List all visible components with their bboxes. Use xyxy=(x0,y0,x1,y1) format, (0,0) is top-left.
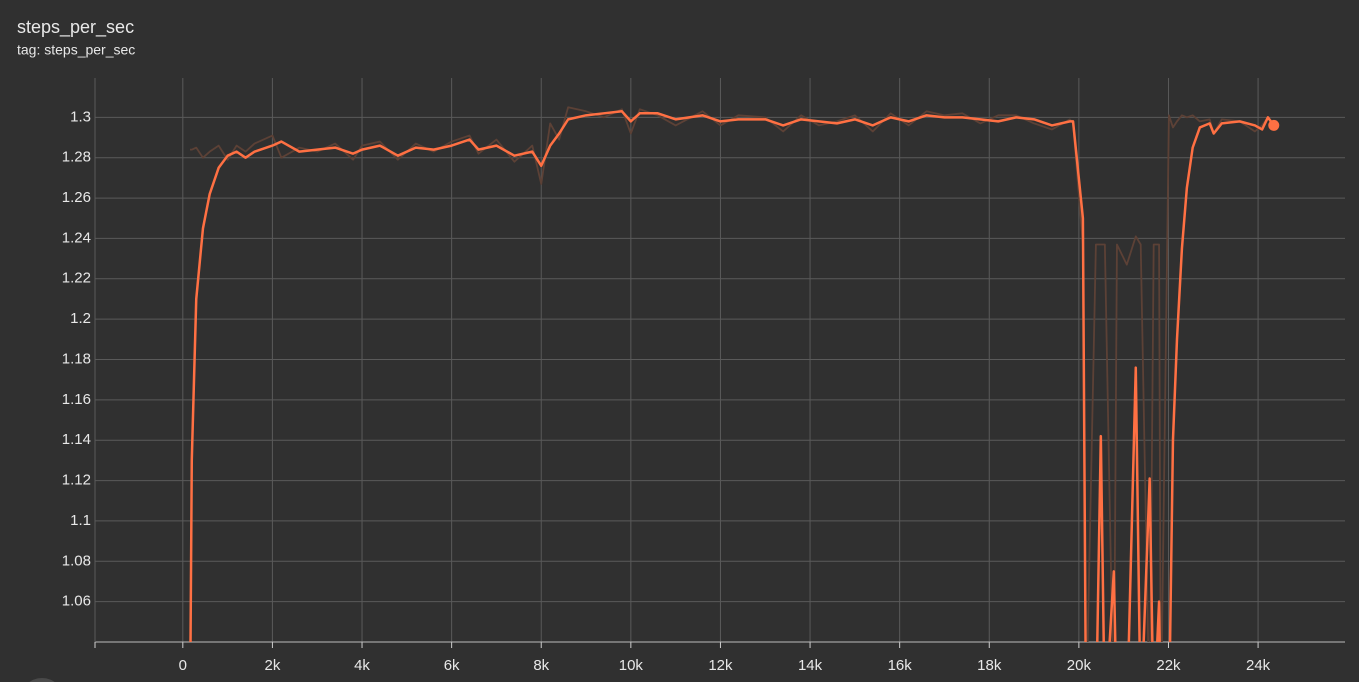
y-tick-label: 1.26 xyxy=(62,189,91,206)
series-line xyxy=(189,110,1275,642)
x-tick-label: 2k xyxy=(264,657,280,674)
y-tick-label: 1.08 xyxy=(62,552,91,569)
y-tick-label: 1.3 xyxy=(70,108,91,125)
x-tick-label: 10k xyxy=(619,657,644,674)
x-tick-label: 24k xyxy=(1246,657,1271,674)
y-tick-label: 1.1 xyxy=(70,512,91,529)
x-tick-label: 18k xyxy=(977,657,1002,674)
y-tick-label: 1.28 xyxy=(62,149,91,166)
y-tick-label: 1.18 xyxy=(62,350,91,367)
x-tick-label: 22k xyxy=(1156,657,1181,674)
y-tick-label: 1.14 xyxy=(62,431,91,448)
x-tick-label: 20k xyxy=(1067,657,1092,674)
end-point xyxy=(1268,119,1280,131)
corner-button[interactable] xyxy=(20,678,64,682)
y-tick-label: 1.22 xyxy=(62,270,91,287)
y-tick-label: 1.16 xyxy=(62,391,91,408)
series-line xyxy=(189,106,1275,642)
x-tick-label: 4k xyxy=(354,657,370,674)
x-tick-label: 0 xyxy=(179,657,187,674)
y-tick-label: 1.12 xyxy=(62,472,91,489)
chart-title: steps_per_sec xyxy=(17,17,134,38)
x-tick-label: 8k xyxy=(533,657,549,674)
x-tick-label: 14k xyxy=(798,657,823,674)
x-tick-label: 16k xyxy=(888,657,913,674)
x-tick-label: 12k xyxy=(708,657,733,674)
chart-subtitle: tag: steps_per_sec xyxy=(17,42,135,58)
x-tick-label: 6k xyxy=(444,657,460,674)
y-tick-label: 1.24 xyxy=(62,229,91,246)
y-tick-label: 1.2 xyxy=(70,310,91,327)
plot-area xyxy=(189,106,1275,642)
y-tick-label: 1.06 xyxy=(62,593,91,610)
